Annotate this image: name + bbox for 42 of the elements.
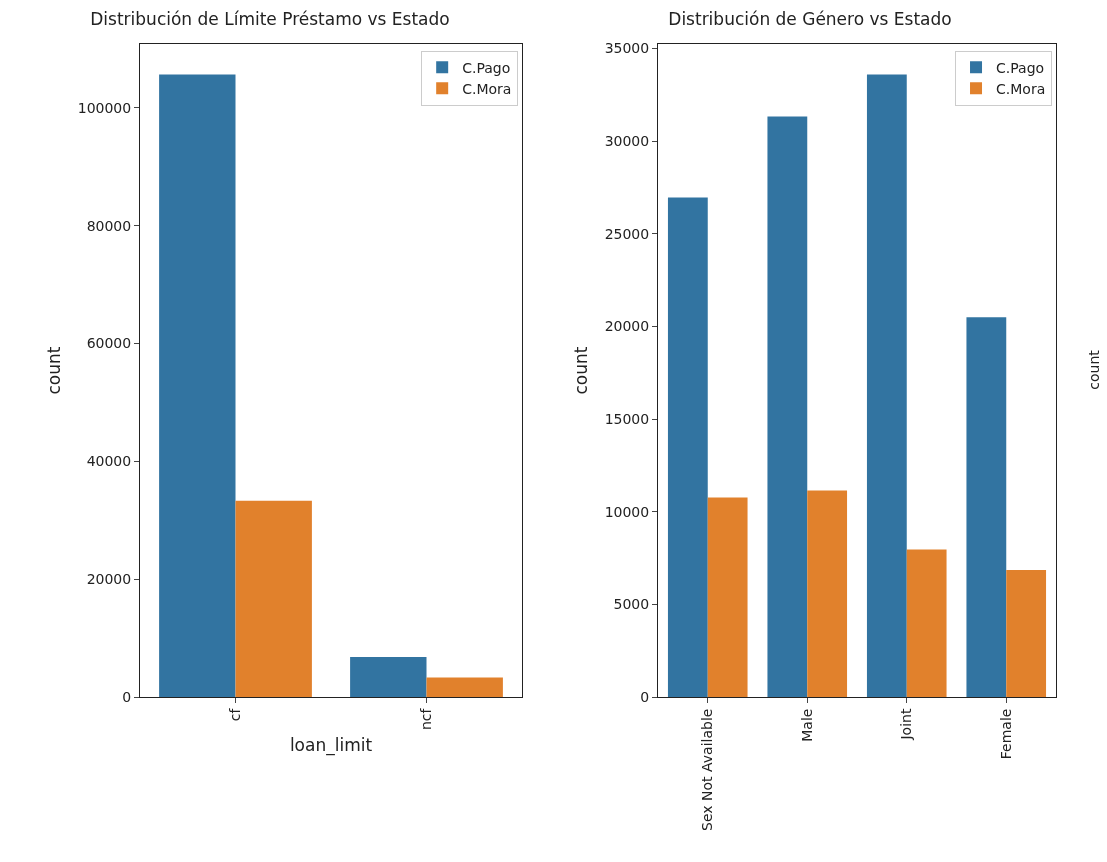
bar — [159, 74, 236, 697]
bar — [350, 656, 427, 697]
x-tick-label: Sex Not Available — [699, 708, 716, 831]
text: count — [1085, 350, 1102, 390]
y-tick-label: 20000 — [86, 571, 132, 588]
x-tick-label: ncf — [418, 707, 435, 731]
y-tick-label: 35000 — [604, 40, 650, 57]
legend-label: C.Pago — [996, 59, 1045, 76]
y-tick-label: 10000 — [604, 503, 650, 520]
x-tick-label: Male — [798, 708, 815, 742]
bar — [807, 490, 848, 697]
y-tick-label: 40000 — [86, 453, 132, 470]
y-tick-label: 100000 — [77, 99, 132, 116]
x-tick-label: cf — [227, 707, 244, 722]
y-tick-label: 0 — [122, 688, 132, 705]
bar — [1006, 569, 1047, 697]
y-tick-label: 5000 — [613, 596, 650, 613]
y-tick-label: 0 — [640, 688, 650, 705]
bar — [235, 500, 312, 697]
legend-label: C.Mora — [996, 80, 1046, 97]
bar — [767, 116, 808, 697]
y-tick-label: 15000 — [604, 410, 650, 427]
y-tick-label: 30000 — [604, 133, 650, 149]
y-tick-label: 80000 — [86, 217, 132, 234]
bar — [707, 497, 748, 697]
y-tick-label: 20000 — [604, 318, 650, 335]
bar — [667, 197, 708, 697]
x-tick-label: Female — [997, 708, 1014, 760]
y-axis-title: count — [44, 346, 65, 395]
chart-title: Distribución de Límite Préstamo vs Estado — [90, 8, 450, 29]
y-tick-label: 25000 — [604, 225, 650, 242]
x-tick-label: Joint — [898, 708, 915, 741]
legend-label: C.Pago — [462, 59, 511, 76]
y-tick-label: 60000 — [86, 335, 132, 352]
bar — [866, 74, 907, 697]
bar — [966, 317, 1007, 697]
x-axis-title: loan_limit — [289, 735, 373, 757]
y-axis-title: count — [571, 346, 592, 395]
bar — [426, 677, 503, 697]
bar — [906, 549, 947, 697]
chart-title: Distribución de Género vs Estado — [668, 8, 952, 29]
legend-label: C.Mora — [462, 80, 512, 97]
